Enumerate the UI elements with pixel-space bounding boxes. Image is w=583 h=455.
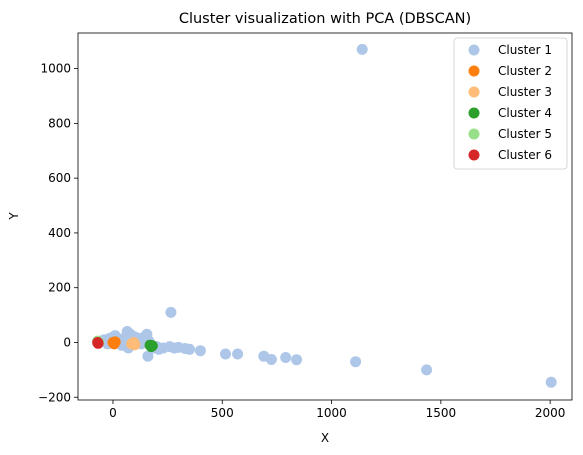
legend-label: Cluster 6 bbox=[498, 148, 552, 162]
legend-marker bbox=[468, 149, 480, 161]
point-cluster-1 bbox=[350, 356, 362, 368]
y-axis-label: Y bbox=[7, 212, 21, 221]
y-tick-label: 400 bbox=[48, 226, 71, 240]
point-cluster-1 bbox=[421, 364, 433, 376]
legend-label: Cluster 4 bbox=[498, 106, 552, 120]
point-cluster-1 bbox=[545, 376, 557, 388]
y-tick-label: 200 bbox=[48, 281, 71, 295]
x-tick-label: 1000 bbox=[316, 406, 347, 420]
point-cluster-1 bbox=[194, 345, 206, 357]
y-tick-label: 600 bbox=[48, 171, 71, 185]
point-cluster-1 bbox=[291, 354, 303, 366]
point-cluster-1 bbox=[280, 352, 292, 363]
point-cluster-1 bbox=[232, 348, 244, 360]
y-tick-label: 1000 bbox=[40, 62, 71, 76]
point-cluster-4 bbox=[146, 340, 158, 352]
legend-label: Cluster 1 bbox=[498, 43, 552, 57]
y-tick-label: 0 bbox=[63, 335, 71, 349]
y-tick-label: 800 bbox=[48, 116, 71, 130]
point-cluster-2 bbox=[109, 336, 121, 348]
legend: Cluster 1 Cluster 2 Cluster 3 Cluster 4 Clus… bbox=[453, 37, 568, 170]
x-axis-label: X bbox=[321, 431, 329, 445]
point-cluster-3 bbox=[129, 339, 141, 351]
point-cluster-1 bbox=[220, 348, 231, 360]
legend-marker bbox=[468, 86, 480, 98]
point-cluster-6 bbox=[92, 337, 104, 349]
point-cluster-1 bbox=[356, 43, 368, 55]
x-tick-label: 500 bbox=[211, 406, 234, 420]
x-tick-label: 2000 bbox=[535, 406, 566, 420]
chart-title: Cluster visualization with PCA (DBSCAN) bbox=[179, 11, 471, 27]
y-tick-label: −200 bbox=[38, 390, 71, 404]
point-cluster-1 bbox=[165, 306, 177, 318]
x-axis-ticks: 0 500 1000 1500 2000 bbox=[109, 400, 565, 420]
legend-marker bbox=[468, 65, 480, 77]
point-cluster-1 bbox=[142, 350, 154, 362]
point-cluster-1 bbox=[265, 354, 277, 365]
x-tick-label: 1500 bbox=[426, 406, 457, 420]
y-axis-ticks: −200 0 200 400 600 800 1000 bbox=[38, 62, 78, 404]
points-layer bbox=[92, 43, 557, 388]
point-cluster-1 bbox=[184, 343, 195, 355]
x-tick-label: 0 bbox=[109, 406, 117, 420]
legend-label: Cluster 5 bbox=[498, 127, 552, 141]
legend-marker bbox=[468, 107, 480, 119]
legend-marker bbox=[468, 44, 480, 56]
legend-label: Cluster 3 bbox=[498, 85, 552, 99]
legend-label: Cluster 2 bbox=[498, 64, 552, 78]
legend-box bbox=[453, 37, 568, 170]
legend-marker bbox=[468, 128, 480, 140]
